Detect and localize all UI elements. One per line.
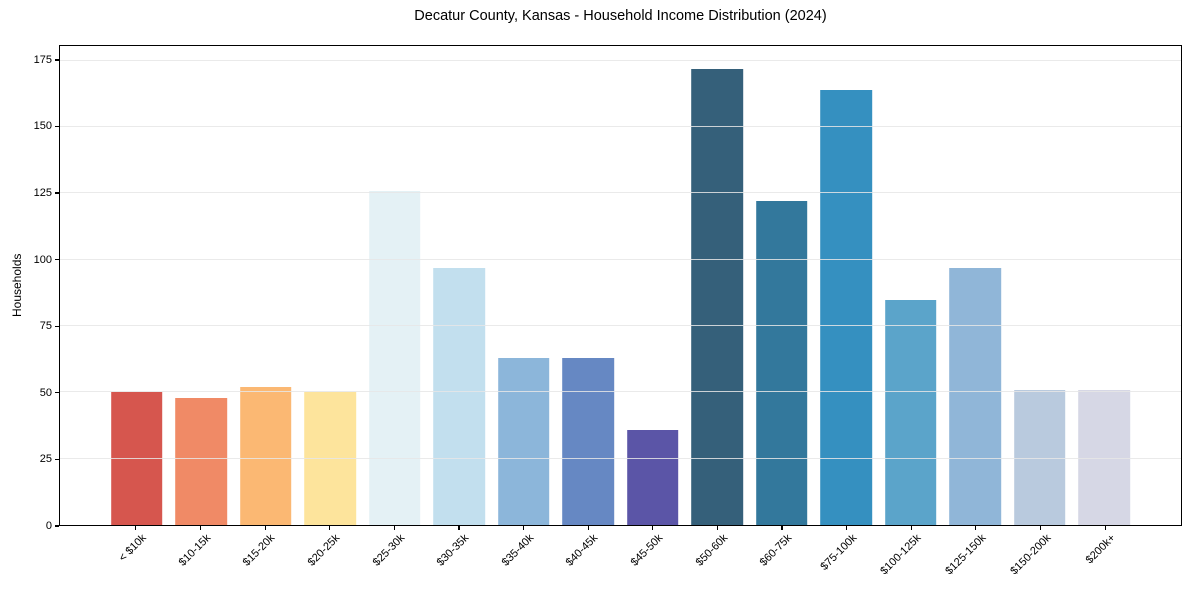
y-tick-mark <box>55 458 59 460</box>
bars-layer <box>60 46 1181 525</box>
y-tick-label: 125 <box>33 187 52 200</box>
x-tick-mark <box>1039 526 1042 530</box>
y-tick-mark <box>55 192 59 194</box>
bar <box>820 90 873 525</box>
bar <box>1078 389 1131 525</box>
x-tick-label: $100-125k <box>878 532 924 578</box>
x-tick-label: $25-30k <box>370 532 407 569</box>
x-tick-label: $10-15k <box>176 532 214 569</box>
x-tick-label: $75-100k <box>818 532 860 573</box>
plot-area <box>59 45 1182 526</box>
x-tick-label: $125-150k <box>943 532 989 578</box>
x-tick-label: $40-45k <box>564 532 601 569</box>
x-tick-mark <box>264 526 266 530</box>
bar <box>1013 389 1066 525</box>
bar <box>884 299 937 525</box>
x-tick-mark <box>781 526 783 530</box>
y-tick-mark <box>55 59 59 61</box>
y-tick-mark <box>55 525 59 527</box>
x-tick-label: $150-200k <box>1007 532 1053 578</box>
gridline <box>60 192 1181 194</box>
bar <box>626 429 679 525</box>
x-tick-mark <box>522 526 525 530</box>
bar <box>949 267 1002 525</box>
bar <box>755 201 808 525</box>
gridline <box>60 59 1181 61</box>
x-tick-mark <box>329 526 331 530</box>
x-tick-mark <box>135 526 137 530</box>
x-tick-mark <box>393 526 395 530</box>
x-tick-mark <box>587 526 589 530</box>
y-tick-label: 150 <box>33 120 52 133</box>
x-tick-mark <box>910 526 912 530</box>
chart-title: Decatur County, Kansas - Household Incom… <box>414 8 827 24</box>
gridline <box>60 258 1181 260</box>
y-tick-label: 175 <box>33 53 52 66</box>
x-tick-label: $30-35k <box>434 532 472 569</box>
y-tick-mark <box>55 125 59 128</box>
x-tick-label: $200k+ <box>1083 532 1118 567</box>
y-tick-label: 50 <box>39 386 52 399</box>
y-tick-label: 25 <box>39 453 52 466</box>
gridline <box>60 391 1181 393</box>
x-tick-label: $15-20k <box>241 532 278 569</box>
y-tick-label: 100 <box>33 253 52 266</box>
x-tick-mark <box>846 526 848 530</box>
x-tick-label: $35-40k <box>499 532 537 569</box>
x-tick-label: $45-50k <box>628 532 666 569</box>
x-tick-mark <box>458 526 460 530</box>
bar <box>433 267 486 525</box>
x-tick-mark <box>1104 526 1106 530</box>
x-tick-label: < $10k <box>116 532 149 565</box>
x-tick-mark <box>716 526 718 530</box>
bar <box>368 190 421 525</box>
y-tick-mark <box>55 259 59 261</box>
bar <box>175 397 228 525</box>
grid-layer <box>60 46 1181 525</box>
x-tick-mark <box>975 526 977 530</box>
y-tick-mark <box>55 325 59 327</box>
x-tick-label: $50-60k <box>693 532 730 569</box>
y-tick-label: 75 <box>39 320 52 333</box>
x-tick-label: $20-25k <box>305 532 343 569</box>
bar <box>497 357 550 525</box>
gridline <box>60 126 1181 128</box>
gridline <box>60 325 1181 327</box>
bar <box>691 68 744 525</box>
x-tick-label: $60-75k <box>757 532 795 569</box>
y-tick-label: 0 <box>45 520 52 532</box>
bar <box>562 357 615 525</box>
bar <box>239 387 292 525</box>
x-tick-mark <box>199 526 202 530</box>
gridline <box>60 457 1181 459</box>
x-tick-mark <box>652 526 654 530</box>
y-tick-mark <box>55 392 59 394</box>
